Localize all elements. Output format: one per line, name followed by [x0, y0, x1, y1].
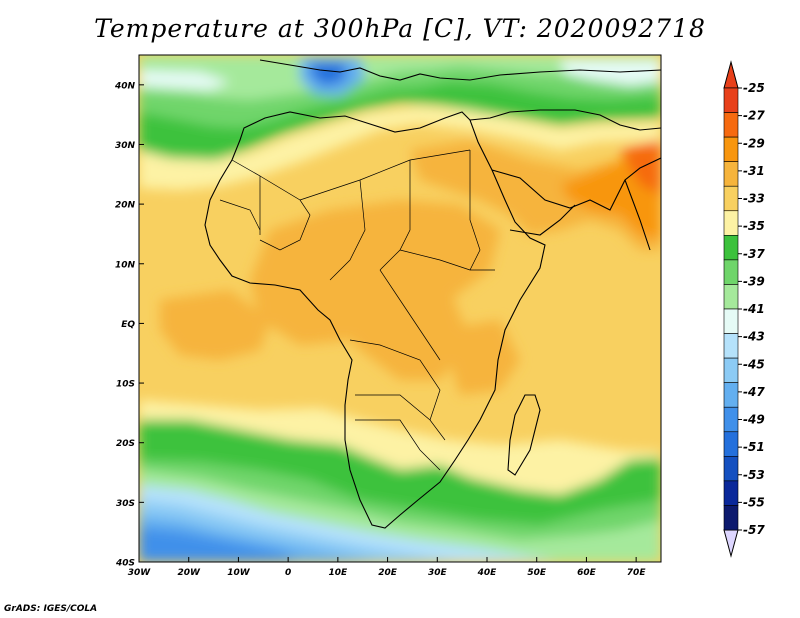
longitude-axis: 30W 20W 10W 0 10E 20E 30E 40E 50E 60E 70E [128, 557, 647, 578]
colorbar-label: -25 [743, 81, 765, 95]
colorbar-segment [723, 406, 739, 433]
map-frame [138, 54, 662, 563]
colorbar-label: -47 [743, 385, 765, 399]
lon-label: 10E [329, 568, 349, 578]
colorbar-segment [723, 161, 739, 187]
colorbar-segment [723, 235, 739, 261]
lat-label: 30N [115, 141, 136, 151]
colorbar-label: -41 [743, 302, 765, 316]
colorbar-segment [723, 308, 739, 334]
colorbar-label: -29 [743, 136, 765, 150]
lat-label: 10S [116, 380, 135, 390]
colorbar-segment [723, 112, 739, 138]
lat-label: 20N [115, 201, 136, 211]
lon-label: 30W [128, 568, 152, 578]
colorbar-label: -49 [743, 413, 765, 427]
colorbar-label: -45 [743, 357, 765, 371]
country-borders [219, 149, 495, 471]
colorbar-segment [723, 456, 739, 482]
lon-label: 0 [285, 568, 291, 578]
colorbar-label: -39 [743, 274, 765, 288]
colorbar-segment [723, 333, 739, 359]
colorbar-bottom-arrow [723, 529, 739, 558]
lat-label: 20S [116, 439, 135, 449]
colorbar-segment [723, 136, 739, 162]
coastlines [204, 59, 661, 529]
colorbar-label: -33 [743, 192, 765, 206]
lon-label: 10W [227, 568, 251, 578]
colorbar-label: -53 [743, 468, 765, 482]
map-title: Temperature at 300hPa [C], VT: 202009271… [94, 14, 706, 43]
temperature-field [139, 55, 661, 562]
colorbar-top-arrow [723, 60, 739, 89]
colorbar-segment [723, 185, 739, 212]
lon-label: 50E [527, 568, 547, 578]
latitude-axis: 40N 30N 20N 10N EQ 10S 20S 30S 40S [114, 81, 144, 569]
colorbar-label: -51 [743, 440, 765, 454]
lon-label: 60E [577, 568, 597, 578]
lon-label: 30E [428, 568, 448, 578]
lat-label: 30S [116, 499, 135, 509]
colorbar-label: -35 [743, 219, 765, 233]
colorbar-label: -43 [743, 330, 765, 344]
lat-label: 40S [115, 559, 135, 569]
colorbar: -25 -27 -29 -31 -33 -35 -37 -39 -41 -43 -45 -47 -49 -… [723, 60, 765, 558]
lon-label: 70E [627, 568, 647, 578]
colorbar-segment [723, 210, 739, 236]
colorbar-segment [723, 382, 739, 408]
colorbar-segment [723, 480, 739, 506]
colorbar-label: -37 [743, 247, 765, 261]
colorbar-label: -27 [743, 109, 765, 123]
lat-label: EQ [121, 320, 135, 330]
lon-label: 40E [477, 568, 498, 578]
lon-label: 20W [177, 568, 201, 578]
colorbar-segment [723, 431, 739, 457]
lon-label: 20E [378, 568, 398, 578]
lat-label: 40N [114, 81, 136, 91]
colorbar-label: -31 [743, 164, 765, 178]
colorbar-segment [723, 505, 739, 531]
colorbar-segment [723, 357, 739, 383]
colorbar-label: -55 [743, 495, 765, 509]
colorbar-segment [723, 259, 739, 285]
footer-credit: GrADS: IGES/COLA [4, 604, 98, 614]
colorbar-segment [723, 87, 739, 113]
lat-label: 10N [115, 260, 136, 270]
colorbar-segment [723, 284, 739, 310]
colorbar-label: -57 [743, 523, 765, 537]
